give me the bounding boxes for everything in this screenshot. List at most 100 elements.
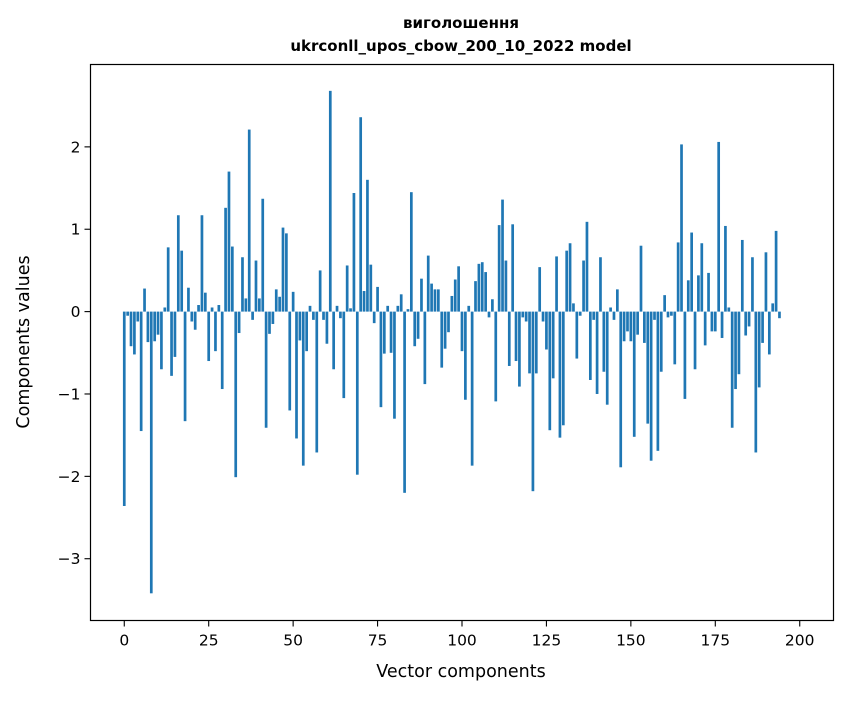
- bar: [399, 294, 403, 312]
- bar: [720, 311, 724, 338]
- bar: [129, 311, 133, 347]
- bar: [477, 263, 481, 312]
- bar: [697, 275, 700, 312]
- bar: [227, 171, 231, 312]
- bar: [254, 260, 258, 312]
- bar: [423, 311, 427, 385]
- x-axis-ticks: 0 25 50 75 100 125 150 175 200: [119, 620, 815, 650]
- bar: [264, 311, 268, 428]
- bar: [139, 311, 143, 432]
- bar: [767, 311, 771, 355]
- bar: [443, 311, 447, 349]
- bar: [713, 311, 717, 332]
- x-tick-label: 125: [532, 632, 562, 650]
- bar: [524, 311, 528, 322]
- bar: [666, 311, 670, 318]
- bar: [308, 305, 312, 312]
- bar: [416, 311, 420, 339]
- bar: [761, 311, 764, 343]
- bar: [764, 252, 768, 312]
- y-tick-label: −1: [58, 385, 81, 403]
- bar: [629, 311, 633, 342]
- bar: [389, 311, 393, 353]
- bar: [514, 311, 518, 362]
- bar: [491, 299, 494, 312]
- bar: [251, 311, 254, 320]
- bar: [234, 311, 238, 478]
- bar: [460, 311, 464, 352]
- bar: [173, 311, 177, 357]
- bar: [504, 260, 508, 312]
- bar: [653, 311, 656, 320]
- x-tick-label: 200: [785, 632, 815, 650]
- bar: [318, 270, 322, 312]
- bar: [747, 311, 751, 327]
- bar: [751, 257, 754, 312]
- bar: [565, 250, 569, 312]
- bar: [616, 289, 619, 312]
- bar: [312, 311, 315, 320]
- bar: [710, 311, 714, 332]
- bar: [187, 287, 190, 312]
- bar: [771, 303, 775, 312]
- bar: [133, 311, 136, 355]
- bar: [757, 311, 761, 388]
- bar: [484, 272, 487, 312]
- bar: [707, 272, 710, 312]
- bar: [230, 246, 234, 312]
- bar: [176, 215, 180, 312]
- bar: [332, 311, 336, 370]
- bar: [305, 311, 308, 352]
- y-tick-label: −2: [58, 468, 81, 486]
- bar: [386, 305, 390, 312]
- bar: [156, 311, 160, 335]
- bar: [555, 256, 558, 312]
- y-tick-label: 0: [71, 303, 81, 321]
- bar: [271, 311, 275, 324]
- bar: [622, 311, 626, 342]
- bar: [247, 129, 251, 312]
- bar: [673, 311, 677, 365]
- bar: [595, 311, 599, 394]
- bar: [619, 311, 623, 468]
- bar: [268, 311, 271, 334]
- bar: [355, 311, 359, 475]
- x-tick-label: 100: [447, 632, 477, 650]
- bar: [457, 266, 460, 312]
- bar: [582, 260, 585, 312]
- bar: [376, 286, 379, 312]
- bar: [328, 90, 332, 312]
- bar: [730, 311, 734, 428]
- bar: [632, 311, 636, 437]
- bar: [237, 311, 241, 334]
- bar: [497, 225, 501, 312]
- bar: [612, 311, 616, 320]
- bar: [224, 207, 227, 312]
- bar: [670, 311, 673, 316]
- bar: [561, 311, 565, 426]
- bar: [663, 295, 666, 312]
- y-axis-label: Components values: [14, 255, 34, 428]
- bar: [656, 311, 660, 451]
- bar: [717, 141, 721, 312]
- bar: [528, 311, 531, 374]
- bar: [700, 243, 704, 312]
- bar: [409, 192, 413, 312]
- bar: [403, 311, 406, 493]
- bar: [420, 278, 423, 312]
- bar: [362, 291, 366, 312]
- bar: [278, 296, 281, 312]
- bar: [487, 311, 491, 318]
- bar: [659, 311, 663, 372]
- bar: [754, 311, 758, 453]
- bar: [636, 311, 639, 335]
- bar: [396, 305, 400, 312]
- bar: [325, 311, 329, 344]
- bar: [295, 311, 298, 439]
- bar: [646, 311, 650, 424]
- bar: [575, 311, 579, 359]
- bar: [281, 227, 285, 312]
- bar: [690, 232, 693, 312]
- bar: [592, 311, 596, 320]
- bar: [274, 289, 278, 312]
